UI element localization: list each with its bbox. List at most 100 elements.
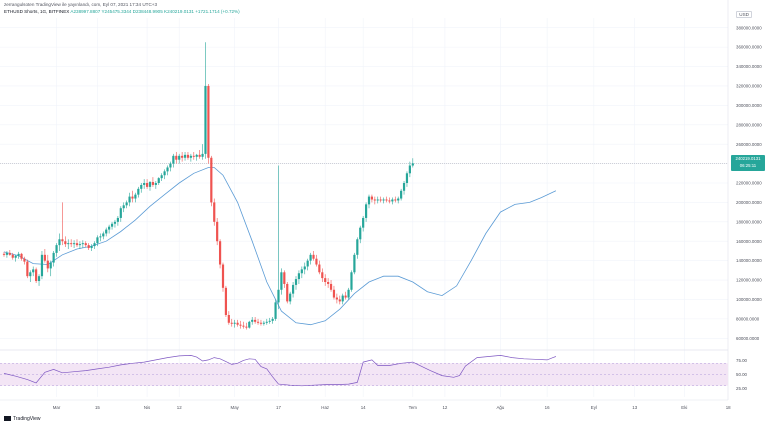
candle-body	[102, 233, 105, 237]
candle-body	[93, 243, 96, 247]
candle-body	[341, 295, 344, 302]
candle-body	[353, 254, 356, 273]
candle-body	[385, 199, 388, 201]
candle-body	[373, 199, 376, 201]
rsi-tick-label: 25.00	[736, 386, 748, 391]
candle-body	[17, 253, 20, 256]
candle-body	[125, 202, 128, 206]
candle-body	[119, 208, 122, 218]
candle-body	[271, 318, 274, 321]
candle-body	[72, 243, 76, 245]
candle-body	[11, 254, 14, 258]
candle-body	[364, 204, 368, 218]
candle-body	[137, 188, 140, 195]
candle-body	[84, 243, 87, 246]
candle-body	[178, 155, 181, 160]
candle-body	[356, 239, 359, 255]
candle-body	[376, 199, 379, 201]
candle-body	[29, 272, 32, 277]
candle-body	[408, 165, 411, 174]
candle-body	[172, 155, 175, 164]
x-tick-label: 15	[95, 405, 100, 410]
candle-body	[216, 221, 219, 242]
candle-body	[105, 229, 108, 234]
candle-body	[32, 269, 35, 273]
candle-body	[37, 276, 41, 282]
candle-body	[230, 322, 233, 324]
candle-body	[236, 322, 239, 325]
y-tick-label: 180000.0000	[736, 219, 762, 224]
candle-body	[43, 254, 46, 261]
y-tick-label: 140000.0000	[736, 258, 762, 263]
y-tick-label: 280000.0000	[736, 122, 762, 127]
x-tick-label: May	[231, 405, 240, 410]
candle-body	[90, 246, 93, 249]
candle-body	[189, 155, 192, 158]
candle-body	[128, 196, 131, 203]
currency-button[interactable]: USD	[736, 11, 752, 18]
candle-body	[274, 302, 277, 319]
candle-body	[81, 243, 84, 245]
candle-body	[207, 85, 210, 158]
candle-body	[78, 244, 82, 246]
candle-body	[400, 190, 403, 199]
candle-body	[256, 321, 260, 323]
candle-body	[312, 254, 315, 259]
candle-body	[224, 287, 228, 315]
x-tick-label: Eyl	[591, 405, 597, 410]
axis-layer: 60000.0000 80000.0000 100000.0000 120000.00…	[53, 25, 762, 410]
candle-body	[35, 269, 38, 282]
y-tick-label: 80000.0000	[736, 316, 760, 321]
candle-body	[291, 284, 295, 294]
rsi-tick-label: 50.00	[736, 372, 748, 377]
candle-body	[55, 245, 58, 253]
candle-body	[87, 245, 90, 249]
candle-body	[411, 163, 414, 166]
candle-body	[134, 194, 137, 199]
x-tick-label: 14	[361, 405, 366, 410]
candle-body	[143, 183, 146, 185]
x-tick-label: Eki	[681, 405, 687, 410]
candle-body	[46, 260, 49, 269]
candle-body	[52, 252, 55, 263]
candle-body	[140, 184, 143, 189]
candle-body	[262, 322, 265, 324]
candle-body	[70, 243, 73, 245]
candle-body	[379, 199, 382, 201]
candle-body	[300, 269, 303, 274]
candle-body	[145, 183, 149, 187]
tradingview-logo[interactable]: TradingView	[4, 416, 41, 422]
candle-body	[157, 178, 160, 183]
last-price-badge: 240219.0131 06:25:11	[731, 155, 765, 171]
candle-body	[265, 321, 268, 323]
candle-body	[154, 183, 157, 185]
moving-average-layer	[3, 167, 557, 326]
candle-body	[186, 154, 190, 158]
y-tick-label: 120000.0000	[736, 278, 762, 283]
grid-layer	[0, 0, 729, 401]
x-tick-label: Tem	[409, 405, 418, 410]
rsi-layer	[3, 355, 557, 387]
candle-body	[192, 155, 195, 157]
y-tick-label: 340000.0000	[736, 64, 762, 69]
y-tick-label: 100000.0000	[736, 297, 762, 302]
candle-body	[283, 272, 286, 284]
x-tick-label: 16	[545, 405, 550, 410]
y-tick-label: 260000.0000	[736, 142, 762, 147]
candle-body	[14, 255, 17, 258]
candle-body	[40, 254, 44, 277]
candle-body	[391, 199, 394, 202]
x-tick-label: Nis	[144, 405, 151, 410]
candle-body	[329, 283, 333, 290]
tradingview-logo-icon	[4, 416, 11, 421]
candle-body	[201, 153, 204, 157]
candle-body	[394, 199, 397, 201]
candle-body	[362, 217, 365, 228]
candle-body	[335, 297, 338, 300]
candle-body	[169, 163, 172, 168]
candle-body	[204, 85, 207, 154]
candle-body	[303, 266, 306, 270]
candle-body	[108, 226, 111, 230]
